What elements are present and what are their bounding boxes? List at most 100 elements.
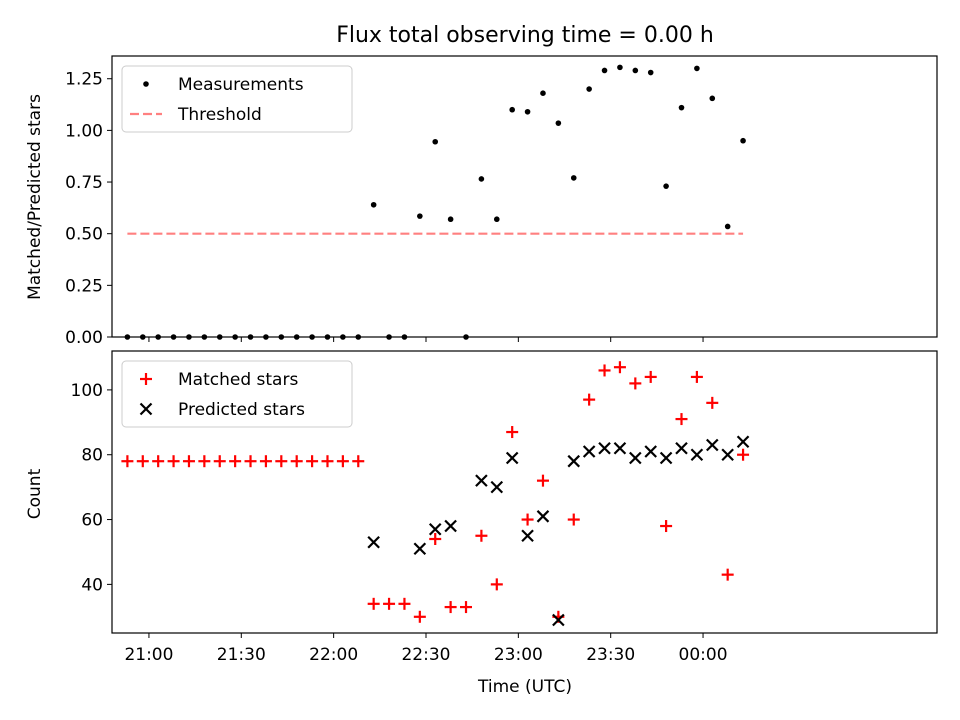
x-tick-label: 22:30 — [401, 645, 450, 665]
plus-point — [136, 455, 149, 468]
x-point-b — [736, 435, 750, 449]
plus-point — [321, 455, 334, 468]
x-point-b — [644, 445, 657, 458]
x-point — [629, 451, 642, 465]
plus-point — [737, 448, 750, 461]
dot-point — [632, 67, 639, 74]
plus-point — [629, 377, 642, 390]
dot-point — [478, 176, 485, 182]
x-point — [567, 454, 581, 468]
dot-point — [647, 69, 654, 76]
x-point — [552, 613, 565, 627]
x-point-b — [490, 480, 504, 494]
plus-point — [198, 455, 211, 468]
legend-x-swatch — [139, 402, 153, 416]
plus-point — [244, 455, 257, 468]
dot-point — [555, 120, 562, 126]
x-tick-label: 21:30 — [217, 645, 266, 665]
x-point — [444, 519, 457, 533]
bottom-axes-frame — [111, 350, 938, 634]
top-y-tick-label: 0.25 — [65, 276, 103, 296]
top-legend: Measurements Threshold — [121, 65, 353, 133]
plus-point — [413, 610, 426, 623]
dot-point — [678, 104, 685, 111]
top-panel: 0.00 0.25 0.50 0.75 1.00 1.25 Measurements Thre… — [65, 55, 938, 348]
plus-point — [475, 529, 488, 542]
x-point — [721, 448, 734, 462]
chart-title: Flux total observing time = 0.00 h — [336, 23, 714, 48]
plus-point — [121, 455, 134, 468]
dot-point — [617, 64, 623, 71]
bottom-series-0 — [121, 361, 750, 623]
bottom-legend: Matched stars Predicted stars — [121, 360, 353, 428]
legend-plus-swatch — [140, 373, 152, 385]
plus-point — [706, 396, 719, 409]
x-point-b — [413, 542, 427, 556]
plus-point — [660, 520, 673, 533]
plot-layer: 0.00 0.25 0.50 0.75 1.00 1.25 Measurements Thre… — [65, 55, 938, 665]
x-point — [490, 480, 504, 494]
plus-point — [444, 601, 457, 614]
legend-label: Measurements — [178, 75, 304, 95]
x-point — [613, 441, 627, 455]
x-point — [736, 435, 750, 449]
dot-point — [663, 183, 669, 189]
bottom-y-tick-label: 100 — [71, 381, 103, 401]
plus-point — [152, 455, 165, 468]
dot-point — [724, 223, 731, 230]
dot-point — [540, 90, 546, 96]
x-point-b — [613, 441, 627, 455]
plus-point — [229, 455, 242, 468]
x-point — [475, 474, 488, 487]
legend-dot-swatch — [143, 81, 149, 87]
dot-point — [509, 106, 515, 113]
dot-point — [740, 137, 746, 144]
plus-point — [583, 393, 596, 406]
plus-point — [429, 533, 442, 545]
bottom-y-tick-label: 60 — [81, 511, 103, 531]
x-point-b — [536, 510, 550, 523]
x-point — [428, 522, 442, 536]
x-point-b — [552, 613, 565, 627]
x-point-b — [659, 451, 673, 465]
top-y-tick-label: 1.25 — [65, 70, 103, 90]
x-point-b — [367, 535, 380, 549]
plus-point — [644, 370, 657, 383]
x-point-b — [475, 474, 488, 487]
legend-label: Threshold — [177, 105, 262, 125]
x-point — [521, 529, 534, 543]
x-point — [536, 510, 550, 523]
plus-point — [398, 597, 411, 610]
plus-point — [460, 601, 473, 614]
x-point-b — [582, 445, 596, 458]
x-point — [367, 535, 380, 549]
x-point-b — [721, 448, 734, 462]
x-point-b — [521, 529, 534, 543]
bottom-y-tick-label: 80 — [81, 446, 103, 466]
plus-point — [275, 455, 288, 468]
plus-point — [336, 455, 349, 468]
dot-point — [709, 95, 716, 102]
plus-point — [167, 455, 180, 468]
top-y-axis-label: Matched/Predicted stars — [25, 94, 45, 300]
x-tick-label: 23:30 — [586, 645, 635, 665]
plus-point — [490, 578, 503, 591]
x-point-b — [675, 441, 688, 455]
x-point — [582, 445, 596, 458]
x-point — [598, 441, 611, 455]
dot-point — [570, 175, 577, 181]
plus-point — [182, 455, 195, 468]
x-point — [659, 451, 673, 465]
top-y-tick-label: 1.00 — [65, 121, 103, 141]
dot-point — [417, 213, 423, 219]
bottom-panel: 40 60 80 100 21:00 21:30 22:00 22:30 23:00 23:30 0… — [71, 350, 938, 665]
plus-point — [613, 361, 626, 374]
x-point-b — [428, 522, 442, 536]
plus-point — [383, 597, 396, 610]
top-y-tick-label: 0.50 — [65, 225, 103, 245]
plus-point — [675, 413, 688, 426]
x-point — [644, 445, 657, 458]
top-y-tick-label: 0.00 — [65, 328, 103, 348]
bottom-y-axis-label: Count — [25, 468, 45, 519]
